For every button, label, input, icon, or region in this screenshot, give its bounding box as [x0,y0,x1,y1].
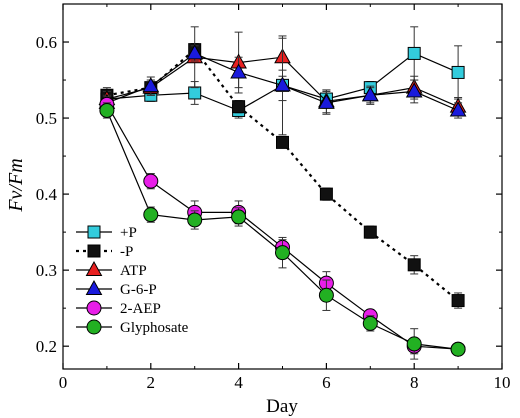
legend-marker [86,300,102,316]
data-point [99,102,115,118]
legend-entry: +P [76,225,137,241]
data-point [449,101,467,117]
x-tick-label: 0 [59,373,68,392]
legend-marker [85,260,103,276]
legend-entry: Glyphosate [76,319,189,336]
data-point [405,82,423,98]
legend-label: Glyphosate [120,320,189,336]
data-point [318,287,334,303]
x-tick-label: 10 [494,373,511,392]
data-point [319,187,333,201]
data-point [230,63,247,79]
data-point [275,245,290,261]
data-point [406,336,422,352]
legend-marker [85,279,103,295]
y-axis-label: Fv/Fm [5,158,27,212]
legend-marker [87,244,101,258]
y-tick-label: 0.2 [36,337,57,356]
data-point [451,294,465,308]
x-tick-label: 4 [234,373,243,392]
data-point [188,86,202,100]
y-tick-label: 0.4 [36,185,58,204]
legend-entry: 2-AEP [76,300,161,317]
x-tick-label: 6 [322,373,331,392]
y-tick-label: 0.5 [36,109,57,128]
data-point [143,173,159,189]
x-axis-label: Day [266,396,298,417]
legend-entry: ATP [76,260,147,279]
data-point [186,44,204,60]
y-tick-label: 0.6 [36,33,57,52]
data-point [232,100,246,114]
data-point [187,212,203,228]
legend-entry: -P [76,244,133,260]
data-point [274,76,291,92]
data-point [407,258,421,272]
data-point [276,135,289,149]
legend-label: G-6-P [120,282,157,298]
data-point [318,93,335,109]
x-tick-label: 2 [147,373,156,392]
series-layer [98,26,467,360]
series-2-AEP [99,96,466,357]
data-point [143,207,159,223]
legend-marker [86,319,102,335]
data-point [231,209,247,225]
legend: +P -P ATP G-6-P 2-AEP Glyphosate [76,225,189,336]
legend-marker [87,225,101,239]
data-point [450,341,466,357]
axes-layer: 0 2 4 6 8 10 0.2 0.3 0.4 0.5 0.6 [36,3,511,392]
legend-label: ATP [120,263,147,279]
data-point [361,86,379,102]
data-point [362,315,378,331]
x-tick-label: 8 [410,373,419,392]
legend-entry: G-6-P [76,279,157,298]
data-point [363,225,377,239]
data-point [407,46,421,60]
legend-label: 2-AEP [120,301,161,317]
data-point [142,77,160,93]
legend-label: -P [120,244,133,260]
series-G-6-P [98,35,467,136]
series-Glyphosate [99,102,466,360]
data-point [451,65,465,79]
legend-label: +P [120,225,137,241]
y-tick-label: 0.3 [36,261,57,280]
